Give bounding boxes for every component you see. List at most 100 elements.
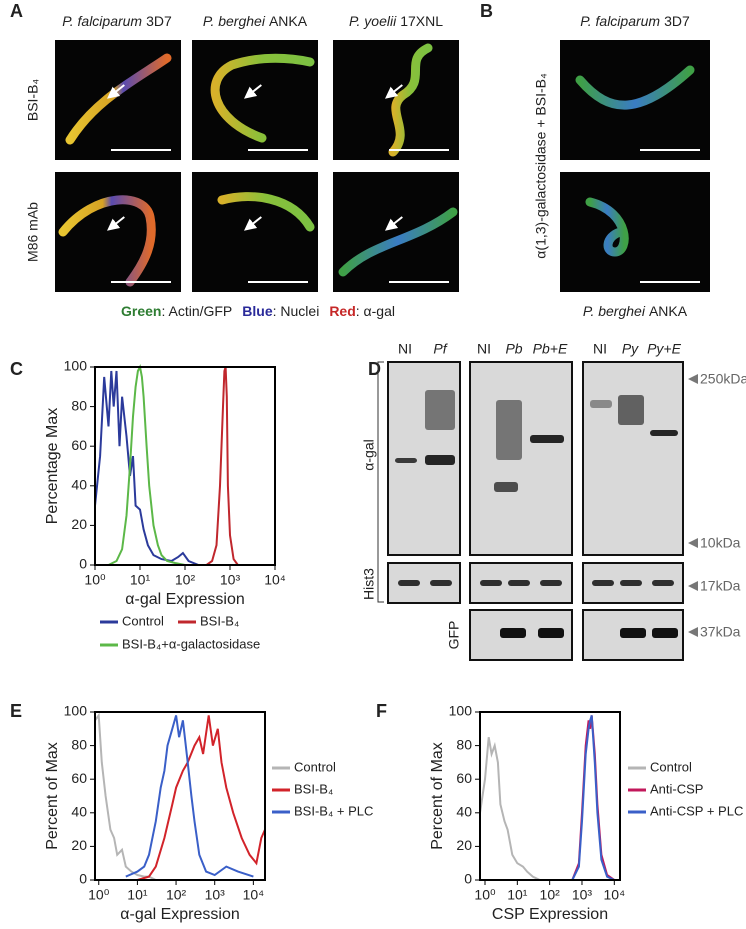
series-line [94, 712, 157, 881]
band [496, 400, 522, 460]
x-tick-label: 10¹ [507, 887, 528, 903]
y-tick-label: 40 [71, 804, 87, 820]
marker-label: 17kDa [700, 578, 741, 594]
legend-label: BSI-B₄ [200, 613, 239, 628]
band [620, 628, 646, 638]
lane-label: Pf [433, 341, 448, 357]
band [540, 580, 562, 586]
parasite [217, 192, 315, 232]
legend-label: Control [650, 759, 692, 774]
band [494, 482, 518, 492]
arrow [107, 84, 125, 99]
arrow [244, 216, 262, 231]
band [652, 580, 674, 586]
column-title: P. berghei ANKA [203, 13, 308, 29]
band [538, 628, 564, 638]
band [652, 628, 678, 638]
arrow [107, 216, 125, 231]
stain-legend: Green: Actin/GFP Blue: Nuclei Red: α-gal [121, 303, 395, 319]
series-line [479, 737, 541, 881]
series-line [125, 715, 254, 878]
panel-label: B [480, 1, 493, 21]
lane-label: Pb+E [533, 341, 568, 357]
band [618, 395, 644, 425]
x-tick-label: 10⁴ [243, 887, 265, 903]
column-title: P. yoelii 17XNL [349, 13, 443, 29]
y-tick-label: 60 [71, 770, 87, 786]
micrograph [192, 40, 318, 160]
band [425, 390, 455, 430]
y-tick-label: 60 [456, 770, 472, 786]
lane-label: Pb [505, 341, 522, 357]
row-label: α(1,3)-galactosidase + BSI-B₄ [533, 73, 549, 259]
legend-label: BSI-B₄ [294, 781, 333, 796]
plot-frame [479, 711, 621, 881]
blots [387, 361, 684, 661]
y-tick-label: 20 [71, 516, 87, 532]
plot-frame [94, 711, 266, 881]
band [620, 580, 642, 586]
arrow [244, 84, 262, 99]
x-tick-label: 10³ [572, 887, 593, 903]
y-tick-label: 100 [449, 703, 473, 719]
micrographs [55, 40, 710, 292]
micrograph [55, 40, 181, 160]
parasite [338, 207, 458, 277]
series-line [94, 370, 213, 566]
blot-row-label: Hist3 [361, 568, 377, 600]
y-tick-label: 20 [71, 837, 87, 853]
blot [582, 361, 684, 556]
parasite [388, 43, 433, 157]
legend-label: BSI-B₄+α-galactosidase [122, 636, 260, 651]
micrograph [192, 172, 318, 292]
parasite [58, 195, 156, 287]
legend-label: Control [294, 759, 336, 774]
y-axis-title: Percentage Max [44, 408, 61, 525]
bracket [377, 361, 384, 603]
y-tick-label: 40 [456, 804, 472, 820]
y-axis-title: Percent of Max [429, 742, 446, 850]
lane-label: NI [477, 341, 491, 357]
x-tick-label: 10¹ [127, 887, 148, 903]
x-tick-label: 10⁴ [264, 572, 286, 588]
image-bg [560, 172, 710, 292]
lane-label: NI [398, 341, 412, 357]
micrograph [333, 172, 459, 292]
parasite [575, 65, 695, 110]
column-title: P. berghei ANKA [583, 303, 688, 319]
micrograph [560, 40, 710, 160]
band [398, 580, 420, 586]
column-title: P. falciparum 3D7 [62, 13, 172, 29]
micrograph [333, 40, 459, 160]
x-tick-label: 10² [166, 887, 187, 903]
blot-row-label: GFP [446, 621, 462, 650]
image-bg [55, 172, 181, 292]
micrograph [560, 172, 710, 292]
x-tick-label: 10⁰ [88, 887, 110, 903]
panel-label: A [10, 1, 23, 21]
blot-lanes: NI Pf NI Pb Pb+E NI Py Py+E [398, 341, 682, 357]
band [395, 458, 417, 463]
blot-row-label: α-gal [361, 439, 377, 470]
band [430, 580, 452, 586]
image-bg [333, 172, 459, 292]
y-tick-label: 80 [71, 736, 87, 752]
band [500, 628, 526, 638]
y-tick-label: 100 [64, 358, 88, 374]
arrow [385, 216, 403, 231]
y-tick-label: 100 [64, 703, 88, 719]
marker-label: 10kDa [700, 535, 741, 551]
band [592, 580, 614, 586]
x-axis-title: CSP Expression [492, 906, 608, 923]
panel-label: C [10, 359, 23, 379]
plot-frame [94, 366, 276, 566]
parasite [585, 197, 629, 257]
micrograph [55, 172, 181, 292]
row-label: BSI-B₄ [25, 79, 41, 122]
y-tick-label: 0 [79, 871, 87, 887]
marker-arrow [688, 374, 698, 637]
legend-label: BSI-B₄ + PLC [294, 803, 373, 818]
marker-label: 37kDa [700, 624, 741, 640]
band [425, 455, 455, 465]
series-line [205, 366, 239, 566]
